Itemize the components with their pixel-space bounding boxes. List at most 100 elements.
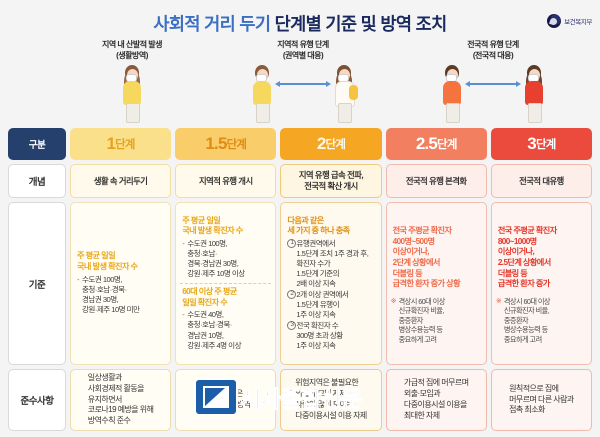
caption-line-1: 지역적 유행 단계 (277, 40, 329, 49)
criteria-list: 수도권 40명, 충청·호남·경북· 경남권 10명, 강원·제주 4명 이상 (182, 310, 269, 350)
criteria-block: 60대 이상 주 평균 일일 확진자 수 수도권 40명, 충청·호남·경북· … (180, 283, 272, 354)
criteria-block: 주 평균 일일 국내 발생 확진자 수 수도권 100명, 충청·호남· 경북·… (180, 213, 271, 283)
stage-rule-4: 가급적 집에 머무르며 외출·모임과 다중이용시설 이용을 최대한 자제 (385, 369, 487, 431)
illustration-caption-1: 지역 내 산발적 발생 (생활방역) (62, 40, 202, 61)
person-figure (521, 65, 547, 124)
stage-header-2: 1.5 단계 (175, 128, 277, 160)
stage-header-5: 3 단계 (490, 128, 593, 160)
stage-header-1: 1 단계 (70, 128, 172, 160)
criteria-inner: 주 평균 일일 국내 발생 확진자 수 수도권 100명, 충청·호남·경북· … (75, 208, 166, 359)
body-shape (525, 81, 543, 106)
stage-criteria-5: 전국 주평균 확진자 800~1000명 이상이거나, 2.5단계 상황에서 더… (490, 202, 593, 365)
person-figure (249, 65, 275, 124)
criteria-inner: 주 평균 일일 국내 발생 확진자 수 수도권 100명, 충청·호남· 경북·… (180, 208, 272, 359)
stage-unit: 단계 (437, 139, 457, 151)
caption-line-1: 전국적 유행 단계 (467, 40, 519, 49)
stage-number: 1 (106, 134, 116, 153)
figure-row-2 (218, 63, 388, 124)
legs-shape (256, 103, 270, 124)
table-row-label-column: 구분 개념 기준 준수사항 (8, 128, 66, 431)
legs-shape (446, 103, 460, 124)
criteria-list: 유행권역에서 1.5단계 조치 1주 경과 후, 확진자 수가 1.5단계 기준… (287, 238, 374, 351)
body-shape (443, 81, 461, 106)
stage-unit: 단계 (115, 139, 135, 151)
caption-line-1: 지역 내 산발적 발생 (101, 40, 163, 49)
criteria-inner: 전국 주평균 확진자 400명~500명 이상이거나, 2단계 상황에서 더블링… (391, 208, 482, 359)
caption-line-2: (권역별 대응) (282, 50, 324, 60)
illustration-group-2: 지역적 유행 단계 (권역별 대응) (218, 40, 388, 124)
criteria-inner: 전국 주평균 확진자 800~1000명 이상이거나, 2.5단계 상황에서 더… (496, 208, 587, 359)
ministry-logo: 보건복지부 (547, 14, 592, 28)
criteria-title: 60대 이상 주 평균 일일 확진자 수 (182, 287, 237, 307)
stage-column-3[interactable]: 2 단계 지역 유행 급속 전파, 전국적 확산 개시 다음과 같은 세 가지 중… (280, 128, 382, 431)
stage-rule-2: 위험지역은 철저한 생활방역 (175, 369, 277, 431)
poster-header: 사회적 거리 두기 단계별 기준 및 방역 조치 보건복지부 (0, 0, 600, 40)
stage-column-4[interactable]: 2.5 단계 전국적 유행 본격화 전국 주평균 확진자 400명~500명 이상… (385, 128, 487, 431)
stage-number: 2 (316, 134, 326, 153)
taegeuk-icon (547, 14, 562, 28)
illustration-band: 지역 내 산발적 발생 (생활방역) 지역적 유행 단계 (권역별 대응) (0, 40, 600, 128)
stage-concept-2: 지역적 유행 개시 (175, 164, 277, 198)
stage-rule-5: 원칙적으로 집에 머무르며 다른 사람과 접촉 최소화 (490, 369, 593, 431)
legs-shape (126, 103, 140, 124)
row-label-concept: 개념 (8, 164, 66, 198)
illustration-caption-2: 지역적 유행 단계 (권역별 대응) (218, 40, 388, 61)
criteria-title: 전국 주평균 확진자 400명~500명 이상이거나, 2단계 상황에서 더블링… (392, 226, 461, 289)
criteria-block: 주 평균 일일 국내 발생 확진자 수 수도권 100명, 충청·호남·경북· … (75, 248, 166, 318)
stage-criteria-1: 주 평균 일일 국내 발생 확진자 수 수도권 100명, 충청·호남·경북· … (70, 202, 172, 365)
column-header-label: 구분 (8, 128, 66, 160)
illustration-group-3: 전국적 유행 단계 (전국적 대응) (408, 40, 578, 124)
criteria-item: 2개 이상 권역에서 1.5단계 유행이 1주 이상 지속 (287, 289, 374, 320)
criteria-note: 격상시 60대 이상 신규확진자 비율, 중증환자 병상수용능력 등 중요하게 … (496, 297, 587, 344)
stage-column-1[interactable]: 1단계 생활 속 거리두기 주 평균 일일 국내 발생 확진자 수 수도권 10… (70, 128, 172, 431)
stage-table: 구분 개념 기준 준수사항 1 단계 생활 속 거리두기 주 평균 일일 국내 발… (8, 128, 593, 431)
page-title-accent: 사회적 거리 두기 (153, 14, 271, 34)
distance-arrow-icon (465, 80, 521, 87)
stage-column-2[interactable]: 1.5단계 지역적 유행 개시 주 평균 일일 국내 발생 확진자 수 수도권 … (175, 128, 277, 431)
stage-number: 1.5 (205, 134, 227, 153)
criteria-note: 격상시 60대 이상 신규확진자 비율, 중증환자 병상수용능력 등 중요하게 … (391, 297, 482, 344)
person-figure (119, 65, 145, 124)
criteria-item: 유행권역에서 1.5단계 조치 1주 경과 후, 확진자 수가 1.5단계 기준… (287, 238, 374, 289)
caption-line-2: (전국적 대응) (472, 50, 514, 60)
figure-row-3 (408, 63, 578, 124)
stage-criteria-3: 다음과 같은 세 가지 중 하나 충족 유행권역에서 1.5단계 조치 1주 경… (280, 202, 382, 365)
body-shape (253, 81, 271, 106)
stage-criteria-4: 전국 주평균 확진자 400명~500명 이상이거나, 2단계 상황에서 더블링… (385, 202, 487, 365)
illustration-group-1: 지역 내 산발적 발생 (생활방역) (62, 40, 202, 124)
criteria-title: 다음과 같은 세 가지 중 하나 충족 (287, 215, 350, 236)
person-figure (331, 65, 358, 124)
legs-shape (528, 103, 542, 124)
criteria-item: 수도권 100명, 충청·호남·경북· 경남권 30명, 강원·제주 10명 미… (77, 275, 164, 315)
row-label-rules: 준수사항 (8, 369, 66, 431)
page-title: 사회적 거리 두기 단계별 기준 및 방역 조치 (0, 11, 600, 36)
stage-concept-3: 지역 유행 급속 전파, 전국적 확산 개시 (280, 164, 382, 198)
criteria-title: 전국 주평균 확진자 800~1000명 이상이거나, 2.5단계 상황에서 더… (497, 226, 557, 289)
stage-rule-3: 위험지역은 불필요한 외출과 모임 자제, 사람이 많이 모이는 다중이용시설 … (280, 369, 382, 431)
stage-unit: 단계 (325, 139, 346, 151)
ministry-logo-label: 보건복지부 (564, 19, 592, 26)
criteria-item: 전국 확진자 수 300명 초과 상황 1주 이상 지속 (287, 320, 374, 351)
caption-line-2: (생활방역) (116, 50, 148, 60)
stage-rule-1: 일상생활과 사회경제적 활동을 유지하면서 코로나19 예방을 위해 방역수칙 … (70, 369, 172, 431)
criteria-item: 수도권 100명, 충청·호남· 경북·경남권 30명, 강원·제주 10명 이… (182, 239, 269, 279)
person-figure (439, 65, 465, 124)
illustration-caption-3: 전국적 유행 단계 (전국적 대응) (408, 40, 578, 61)
stage-concept-4: 전국적 유행 본격화 (385, 164, 487, 198)
criteria-title: 주 평균 일일 국내 발생 확진자 수 (182, 215, 243, 236)
stage-criteria-2: 주 평균 일일 국내 발생 확진자 수 수도권 100명, 충청·호남· 경북·… (175, 202, 277, 365)
stage-concept-5: 전국적 대유행 (490, 164, 593, 198)
criteria-item: 수도권 40명, 충청·호남·경북· 경남권 10명, 강원·제주 4명 이상 (182, 310, 269, 350)
criteria-block: 다음과 같은 세 가지 중 하나 충족 유행권역에서 1.5단계 조치 1주 경… (285, 213, 376, 355)
page-title-rest: 단계별 기준 및 방역 조치 (270, 14, 448, 34)
stage-column-5[interactable]: 3 단계 전국적 대유행 전국 주평균 확진자 800~1000명 이상이거나, … (490, 128, 593, 431)
criteria-list: 수도권 100명, 충청·호남· 경북·경남권 30명, 강원·제주 10명 이… (182, 239, 269, 279)
criteria-block: 전국 주평균 확진자 800~1000명 이상이거나, 2.5단계 상황에서 더… (496, 223, 587, 293)
stage-number: 2.5 (415, 134, 438, 153)
backpack-shape (349, 85, 358, 101)
stage-number: 3 (527, 134, 536, 153)
figure-row-1 (62, 63, 202, 124)
criteria-inner: 다음과 같은 세 가지 중 하나 충족 유행권역에서 1.5단계 조치 1주 경… (285, 208, 376, 359)
row-label-criteria: 기준 (8, 202, 66, 365)
